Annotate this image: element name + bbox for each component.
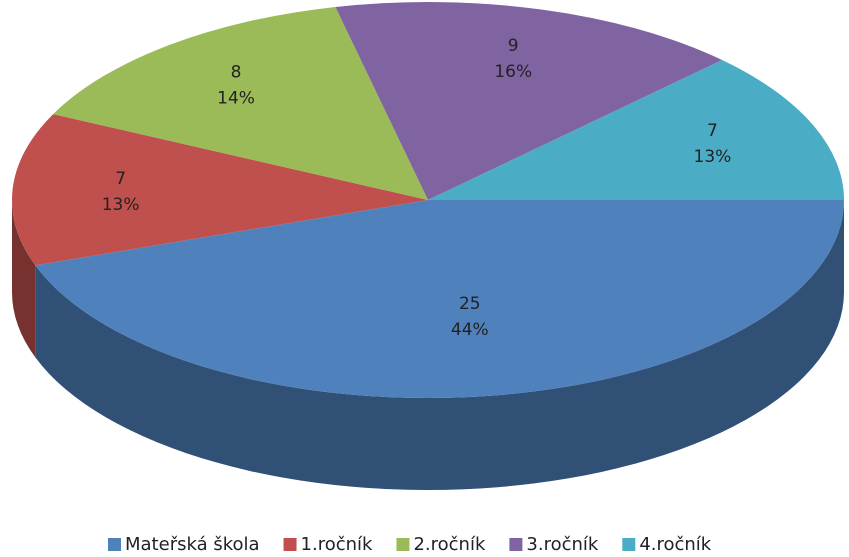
legend-swatch bbox=[509, 538, 523, 551]
value-label: 8 bbox=[231, 62, 242, 82]
legend-label: Mateřská škola bbox=[125, 534, 260, 555]
percent-label: 16% bbox=[494, 62, 532, 82]
percent-label: 13% bbox=[102, 195, 140, 215]
legend-label: 1.ročník bbox=[301, 534, 373, 555]
percent-label: 14% bbox=[217, 88, 255, 108]
value-label: 25 bbox=[459, 294, 481, 314]
legend-swatch bbox=[108, 538, 121, 551]
value-label: 9 bbox=[508, 36, 519, 56]
value-label: 7 bbox=[707, 121, 718, 141]
legend-label: 3.ročník bbox=[526, 534, 598, 555]
slice-side bbox=[12, 200, 36, 358]
legend-swatch bbox=[396, 538, 410, 551]
percent-label: 44% bbox=[451, 320, 489, 340]
slice bbox=[335, 1, 723, 200]
value-label: 7 bbox=[115, 169, 126, 189]
legend-label: 2.ročník bbox=[413, 534, 485, 555]
legend-label: 4.ročník bbox=[639, 534, 711, 555]
legend-swatch bbox=[622, 538, 636, 551]
slice bbox=[35, 200, 844, 399]
slice bbox=[12, 114, 429, 266]
percent-label: 13% bbox=[694, 147, 732, 167]
slice bbox=[428, 59, 844, 200]
slice bbox=[53, 6, 428, 200]
slice-side bbox=[35, 200, 845, 491]
legend-swatch bbox=[283, 538, 297, 551]
